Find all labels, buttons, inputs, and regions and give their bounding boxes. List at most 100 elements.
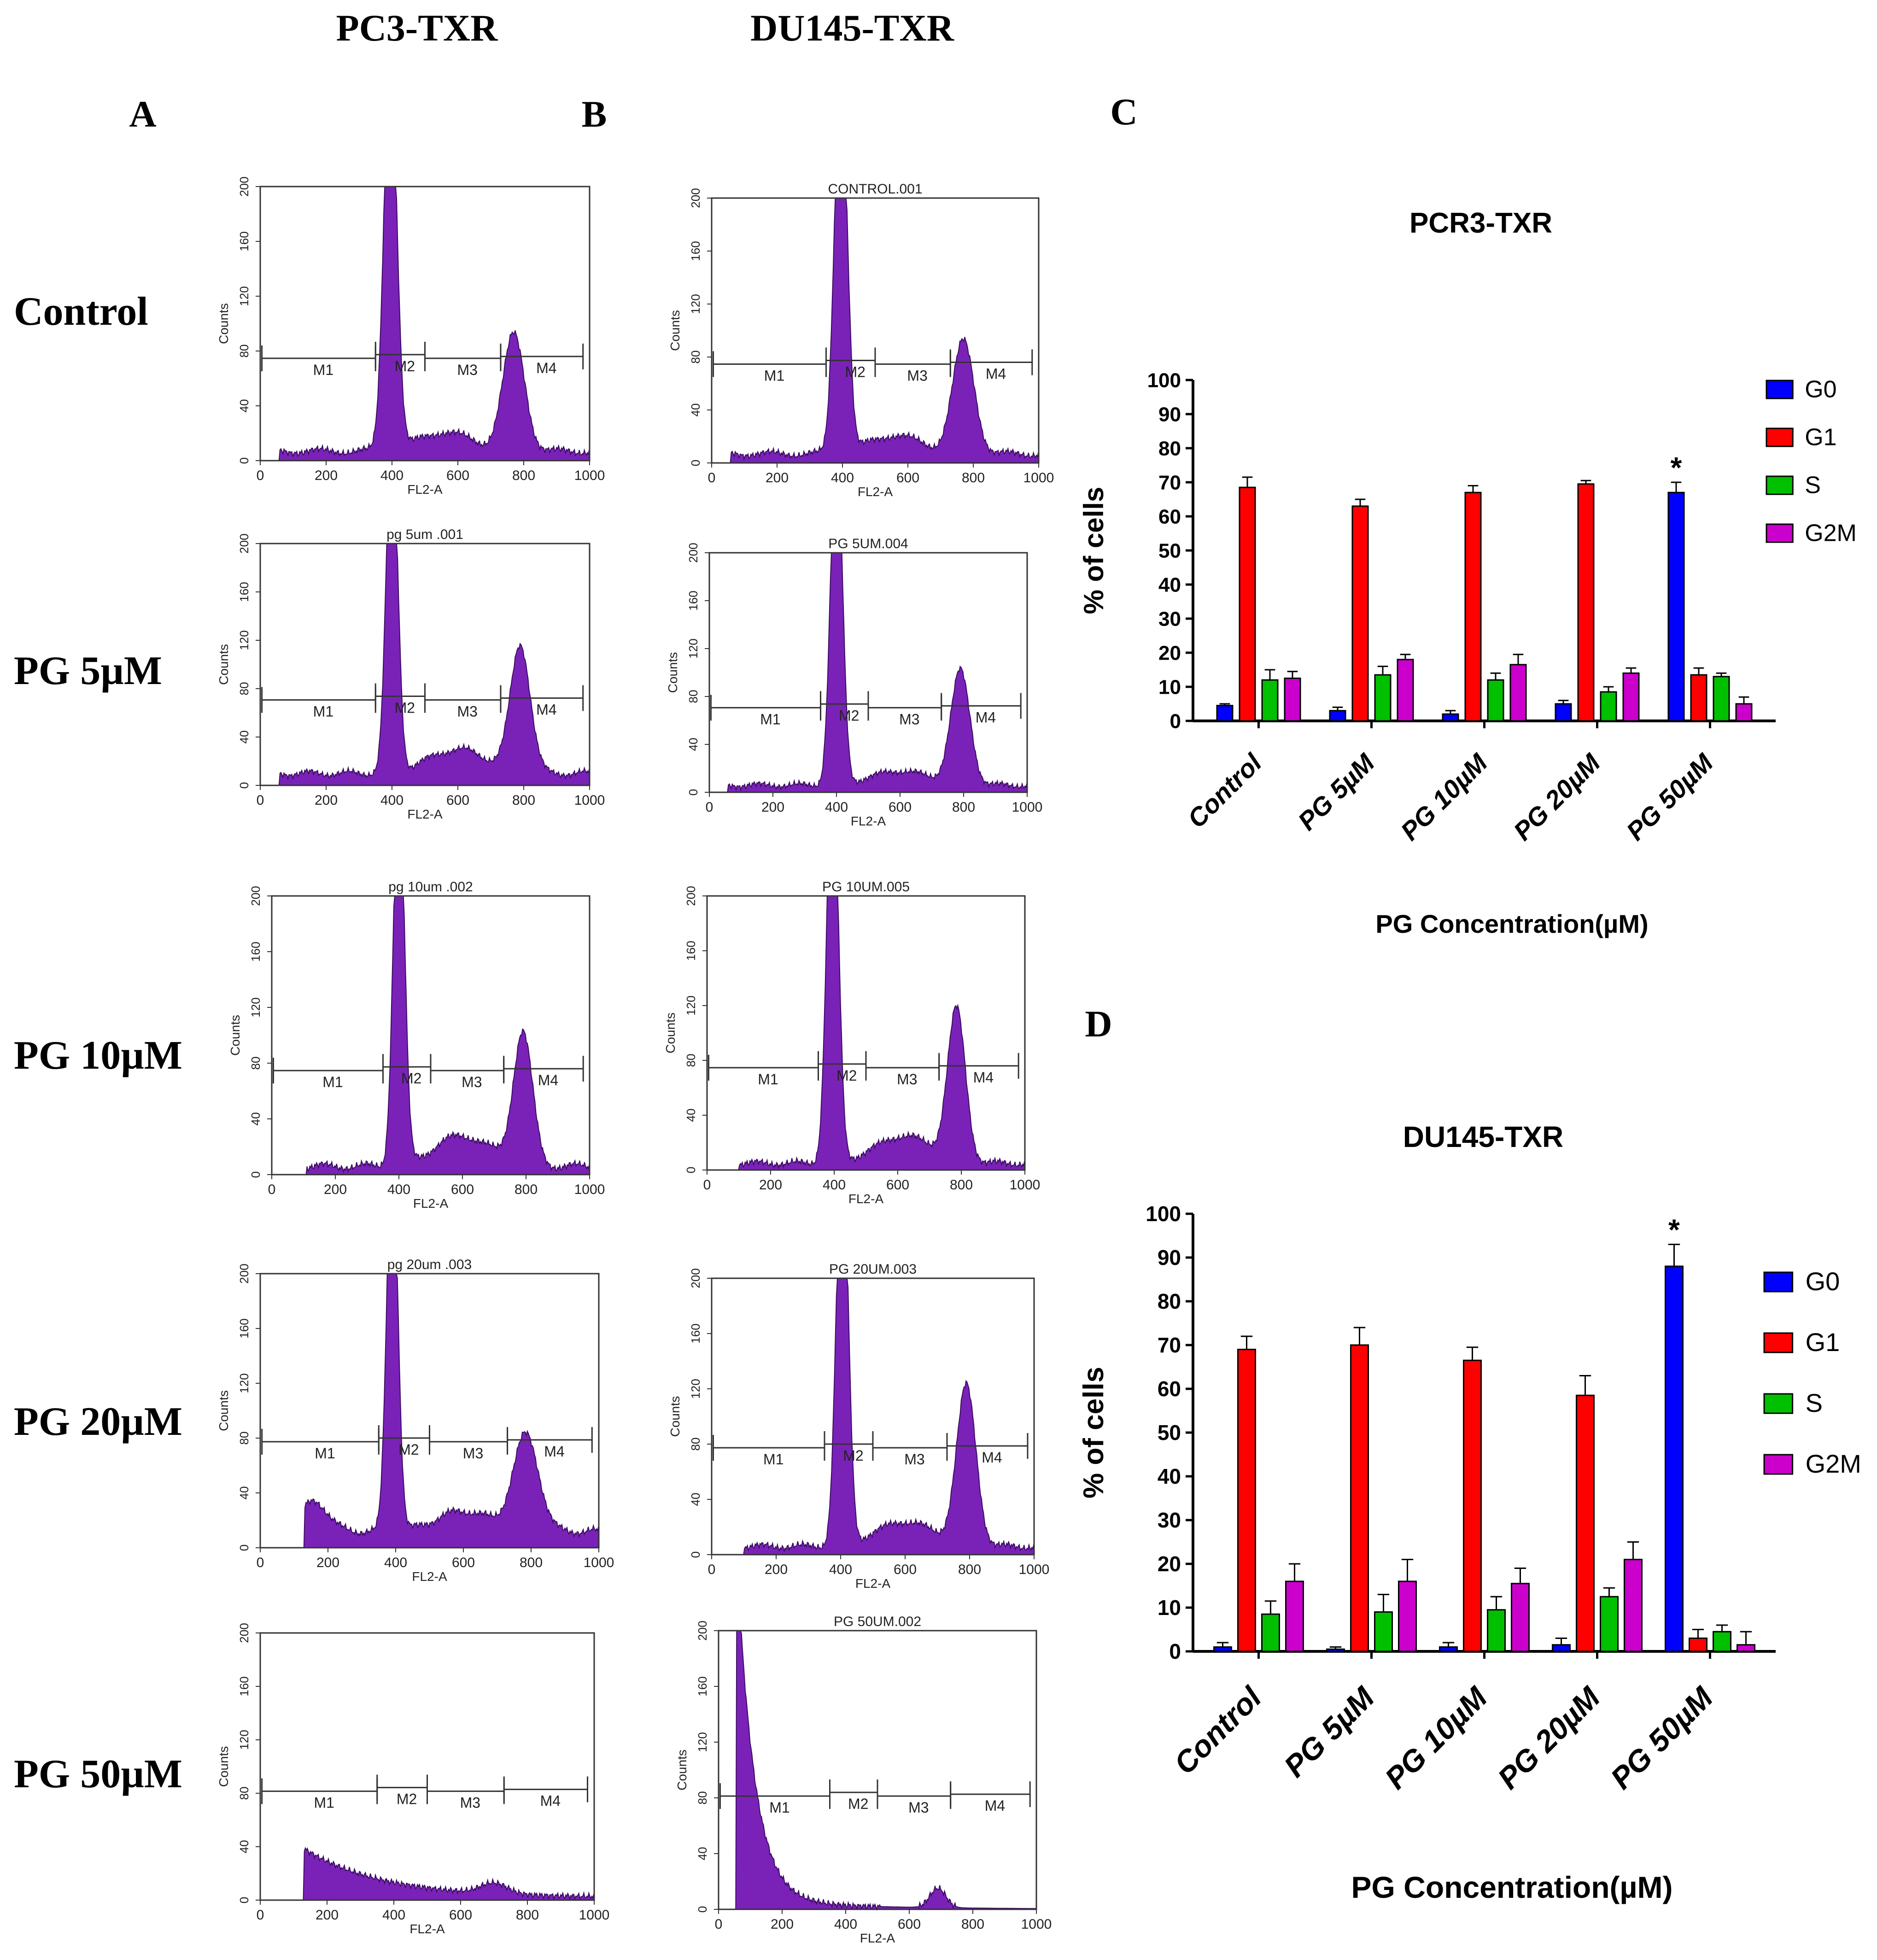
legend-label: G2M <box>1806 1449 1861 1478</box>
x-tick-label: 400 <box>825 800 848 815</box>
x-tick-label: 200 <box>771 1917 794 1932</box>
gate-label: M4 <box>976 709 996 725</box>
bar-s <box>1600 1596 1619 1652</box>
chart-title: PCR3-TXR <box>1409 207 1552 239</box>
column-header-du145: DU145-TXR <box>750 7 954 49</box>
y-tick-label: 80 <box>237 682 251 696</box>
y-tick-label: 40 <box>686 738 700 751</box>
category-label: Control <box>1182 748 1268 833</box>
x-axis-label: FL2-A <box>855 1576 891 1591</box>
x-tick-label: 600 <box>896 470 919 486</box>
histogram-pc3-2: pg 10um .002 0 40 80 120 160 200 Counts 0 200 400 6… <box>228 879 605 1211</box>
gate-label: M3 <box>457 703 477 720</box>
gate-label: M2 <box>836 1067 857 1084</box>
panel-letter-c: C <box>1110 91 1137 133</box>
category-label: PG 20µM <box>1508 748 1606 846</box>
histogram-fill <box>260 1273 600 1548</box>
gate-label: M1 <box>313 703 333 720</box>
legend-label: S <box>1805 472 1821 498</box>
x-tick-label: 600 <box>894 1562 917 1577</box>
legend-swatch <box>1766 475 1794 495</box>
x-tick-label: 600 <box>446 468 469 483</box>
y-tick-label: 80 <box>237 1432 251 1445</box>
y-tick-label: 200 <box>249 886 263 906</box>
x-tick-label: 1000 <box>574 793 605 808</box>
legend-label: S <box>1806 1388 1823 1417</box>
y-tick-label: 0 <box>237 1897 251 1903</box>
x-tick-label: 0 <box>257 793 264 808</box>
x-axis-label: PG Concentration(µM) <box>1351 1870 1673 1904</box>
bar-s <box>1713 676 1730 722</box>
gate-label: M1 <box>322 1074 343 1090</box>
x-axis-label: FL2-A <box>413 1196 449 1211</box>
bar-g2m <box>1284 678 1301 722</box>
y-tick-label: 10 <box>1158 676 1181 698</box>
gate-label: M1 <box>769 1799 789 1816</box>
y-tick-label: 90 <box>1158 1246 1181 1270</box>
x-axis-label: FL2-A <box>409 1922 445 1936</box>
gate-label: M4 <box>985 1797 1005 1814</box>
gate-label: M3 <box>907 368 927 384</box>
y-tick-label: 160 <box>237 231 251 251</box>
y-tick-label: 60 <box>1158 505 1181 528</box>
bar-g1 <box>1689 1638 1707 1652</box>
x-tick-label: 800 <box>516 1907 539 1923</box>
histogram-du145-0: CONTROL.001 0 40 80 120 160 200 Counts 0 200 400 60… <box>668 181 1054 499</box>
histogram-frame <box>259 543 591 786</box>
x-tick-label: 0 <box>257 1555 264 1570</box>
x-axis-label: FL2-A <box>848 1192 884 1206</box>
y-tick-label: 40 <box>689 1493 702 1506</box>
x-tick-label: 800 <box>515 1182 538 1197</box>
y-axis-label: Counts <box>663 1012 678 1053</box>
gate-label: M4 <box>540 1793 561 1809</box>
histogram-title: pg 20um .003 <box>387 1257 472 1272</box>
y-tick-label: 20 <box>1158 642 1181 664</box>
bar-g1 <box>1576 1394 1595 1652</box>
y-tick-label: 80 <box>696 1791 709 1805</box>
x-tick-label: 0 <box>708 470 716 486</box>
bar-g0 <box>1329 710 1346 722</box>
panel-letter-a: A <box>129 93 156 135</box>
chart-title: DU145-TXR <box>1403 1120 1564 1153</box>
bar-g2m <box>1397 659 1414 722</box>
x-tick-label: 400 <box>834 1917 857 1932</box>
y-tick-label: 160 <box>237 1318 251 1338</box>
gate-label: M1 <box>315 1445 335 1462</box>
panel-letter-d: D <box>1085 1003 1112 1045</box>
gate-label: M3 <box>460 1795 480 1811</box>
y-tick-label: 70 <box>1158 471 1181 494</box>
bar-g0 <box>1326 1648 1345 1652</box>
bar-chart-d: DU145-TXR 0 10 20 30 40 50 60 70 80 90 100 % of cell… <box>1078 1120 1861 1904</box>
y-tick-label: 10 <box>1158 1596 1181 1620</box>
gate-label: M3 <box>462 1074 482 1090</box>
y-tick-label: 0 <box>684 1167 698 1173</box>
y-tick-label: 160 <box>237 1676 251 1696</box>
x-tick-label: 1000 <box>579 1907 610 1923</box>
y-tick-label: 40 <box>1158 1464 1181 1488</box>
histogram-fill <box>260 186 591 461</box>
legend-label: G1 <box>1806 1328 1840 1357</box>
category-label: PG 5µM <box>1292 748 1380 836</box>
x-tick-label: 1000 <box>584 1555 614 1570</box>
y-axis-label: Counts <box>666 652 680 693</box>
x-tick-label: 600 <box>889 800 912 815</box>
y-tick-label: 200 <box>689 1268 702 1288</box>
y-tick-label: 40 <box>689 404 702 417</box>
x-tick-label: 200 <box>765 1562 788 1577</box>
y-axis-label: Counts <box>668 1396 682 1437</box>
x-tick-label: 800 <box>961 1917 984 1932</box>
gate-label: M3 <box>908 1799 929 1816</box>
gate-label: M1 <box>758 1071 778 1088</box>
x-tick-label: 400 <box>823 1177 846 1193</box>
gate-label: M1 <box>313 362 333 378</box>
histogram-pc3-4: 0 40 80 120 160 200 Counts 0 200 400 600 800 1000 FL2… <box>216 1623 609 1936</box>
x-tick-label: 200 <box>316 1907 339 1923</box>
x-tick-label: 1000 <box>1019 1562 1050 1577</box>
y-tick-label: 80 <box>684 1054 698 1067</box>
y-tick-label: 120 <box>689 294 702 314</box>
x-tick-label: 800 <box>512 468 535 483</box>
bar-s <box>1487 679 1504 722</box>
y-tick-label: 40 <box>237 399 251 413</box>
y-tick-label: 60 <box>1158 1377 1181 1401</box>
